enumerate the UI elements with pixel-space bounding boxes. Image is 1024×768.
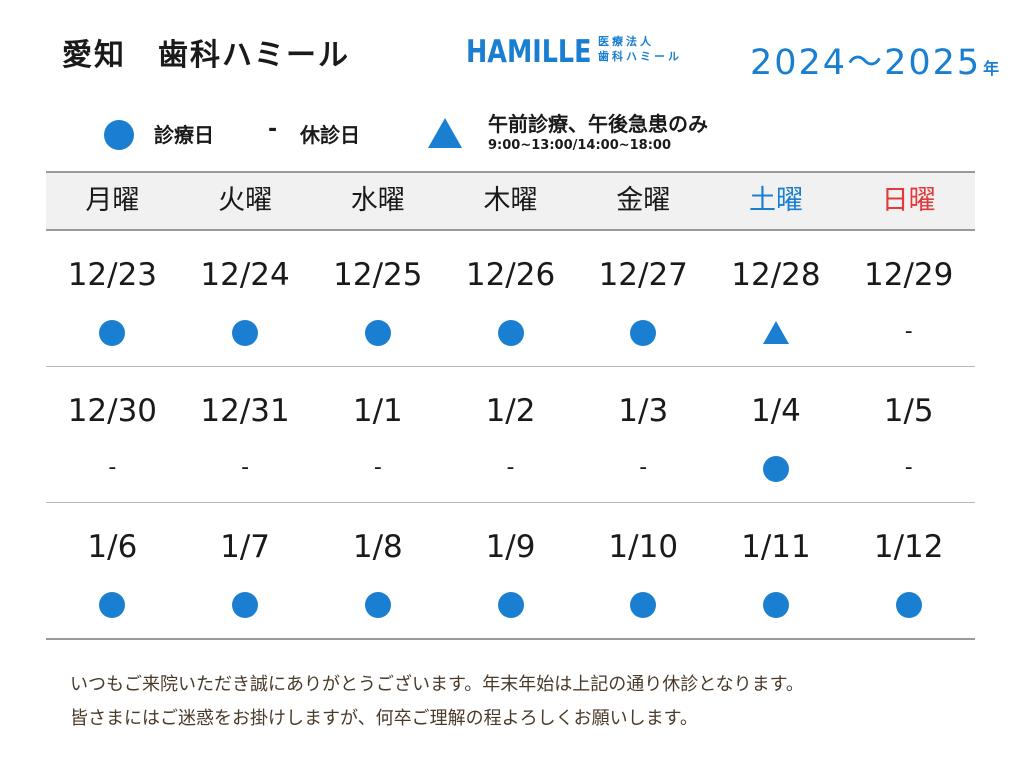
day-date: 12/23 (67, 257, 158, 293)
clinic-title: 愛知 歯科ハミール (62, 38, 350, 73)
notice-line-1: いつもご来院いただき誠にありがとうございます。年末年始は上記の通り休診となります… (70, 674, 804, 695)
weekday-thu: 木曜 (483, 185, 538, 216)
day-cell: 1/9 (444, 503, 577, 638)
day-cell: 1/8 (311, 503, 444, 638)
logo-subtitle-line2: 歯科ハミール (598, 50, 682, 63)
year-suffix: 年 (983, 59, 1000, 78)
legend-open-label: 診療日 (154, 123, 214, 147)
day-date: 12/30 (67, 393, 158, 429)
weekday-sun: 日曜 (881, 185, 936, 216)
weekday-header: 月曜 火曜 水曜 木曜 金曜 土曜 日曜 (46, 171, 975, 231)
day-cell: 1/3 - (577, 367, 710, 502)
day-date: 12/27 (598, 257, 688, 293)
day-date: 1/11 (741, 529, 811, 565)
day-date: 1/4 (751, 393, 801, 429)
day-cell: 1/6 (46, 503, 179, 638)
day-cell: 1/11 (710, 503, 843, 638)
legend-closed-symbol: - (268, 117, 278, 142)
calendar-week-row: 12/23 12/24 12/25 12/26 12/27 12/28 12/29 - (46, 231, 975, 367)
closed-day-mark: - (373, 455, 382, 480)
logo-subtitle: 医療法人 歯科ハミール (598, 34, 682, 64)
open-day-circle-icon (762, 456, 789, 482)
day-cell: 1/5 - (842, 367, 975, 502)
open-day-circle-icon (232, 320, 259, 346)
day-cell: 12/23 (46, 231, 179, 366)
logo-subtitle-line1: 医療法人 (598, 35, 654, 48)
day-date: 12/26 (465, 257, 556, 293)
day-date: 1/7 (220, 529, 271, 565)
open-day-circle-icon (232, 592, 259, 618)
day-date: 12/24 (200, 257, 290, 293)
day-cell: 1/1 - (311, 367, 444, 502)
day-date: 1/3 (618, 393, 669, 429)
day-cell: 1/12 (842, 503, 975, 638)
closed-day-mark: - (904, 319, 913, 344)
legend: 診療日 - 休診日 午前診療、午後急患のみ 9:00~13:00/14:00~1… (0, 105, 1024, 165)
open-day-circle-icon (99, 320, 126, 346)
open-day-circle-icon (630, 592, 657, 618)
closed-day-mark: - (241, 455, 250, 480)
partial-day-triangle-icon (428, 118, 462, 148)
closed-day-mark: - (108, 455, 117, 480)
open-day-circle-icon (762, 592, 789, 618)
legend-hours: 9:00~13:00/14:00~18:00 (488, 138, 672, 153)
logo-wordmark: HAMILLE (466, 34, 592, 70)
calendar-weeks: 12/23 12/24 12/25 12/26 12/27 12/28 12/29-12/3… (46, 231, 975, 640)
notice: いつもご来院いただき誠にありがとうございます。年末年始は上記の通り休診となります… (70, 668, 970, 736)
day-date: 1/10 (608, 529, 679, 565)
open-day-circle-icon (364, 320, 391, 346)
partial-day-triangle-icon (762, 321, 789, 344)
notice-line-2: 皆さまにはご迷惑をお掛けしますが、何卒ご理解の程よろしくお願いします。 (70, 708, 698, 729)
day-cell: 12/30 - (46, 367, 179, 502)
day-cell: 12/29 - (842, 231, 975, 366)
day-date: 1/12 (873, 529, 944, 565)
holiday-calendar: 月曜 火曜 水曜 木曜 金曜 土曜 日曜 12/23 12/24 12/25 12/2… (46, 171, 975, 640)
day-cell: 1/7 (179, 503, 312, 638)
day-date: 12/31 (200, 393, 290, 429)
open-day-circle-icon (497, 320, 524, 346)
day-date: 12/25 (333, 257, 423, 293)
weekday-fri: 金曜 (616, 185, 671, 216)
day-date: 12/29 (864, 257, 954, 293)
day-date: 1/1 (352, 393, 403, 429)
calendar-week-row: 1/6 1/7 1/8 1/9 1/10 1/11 1/12 (46, 503, 975, 640)
closed-day-mark: - (639, 455, 648, 480)
clinic-logo: HAMILLE 医療法人 歯科ハミール (466, 32, 679, 72)
day-date: 1/6 (87, 529, 138, 565)
day-cell: 12/25 (311, 231, 444, 366)
day-cell: 12/26 (444, 231, 577, 366)
open-day-circle-icon (364, 592, 391, 618)
open-day-circle-icon (497, 592, 524, 618)
weekday-mon: 月曜 (85, 185, 140, 216)
weekday-sat: 土曜 (748, 185, 803, 216)
calendar-week-row: 12/30 - 12/31 - 1/1 - 1/2 - 1/3 - 1/4 1/5 - (46, 367, 975, 503)
open-day-circle-icon (99, 592, 126, 618)
open-day-circle-icon (630, 320, 657, 346)
closed-day-mark: - (904, 455, 913, 480)
day-date: 1/9 (485, 529, 536, 565)
day-cell: 1/4 (710, 367, 843, 502)
day-cell: 1/10 (577, 503, 710, 638)
day-cell: 12/28 (710, 231, 843, 366)
day-cell: 12/24 (179, 231, 312, 366)
weekday-tue: 火曜 (218, 185, 273, 216)
year-range-text: 2024～2025 (750, 43, 982, 83)
open-day-circle-icon (104, 120, 134, 150)
day-cell: 12/27 (577, 231, 710, 366)
year-range: 2024～2025 年 (750, 34, 999, 85)
day-date: 1/2 (485, 393, 536, 429)
weekday-wed: 水曜 (350, 185, 405, 216)
day-cell: 1/2 - (444, 367, 577, 502)
day-cell: 12/31 - (179, 367, 312, 502)
legend-closed-label: 休診日 (300, 123, 360, 147)
closed-day-mark: - (506, 455, 515, 480)
day-date: 1/8 (352, 529, 403, 565)
day-date: 12/28 (731, 257, 821, 293)
header: 愛知 歯科ハミール HAMILLE 医療法人 歯科ハミール 2024～2025 年 (0, 0, 1024, 100)
legend-partial-label: 午前診療、午後急患のみ (488, 112, 708, 136)
open-day-circle-icon (895, 592, 922, 618)
day-date: 1/5 (883, 393, 934, 429)
